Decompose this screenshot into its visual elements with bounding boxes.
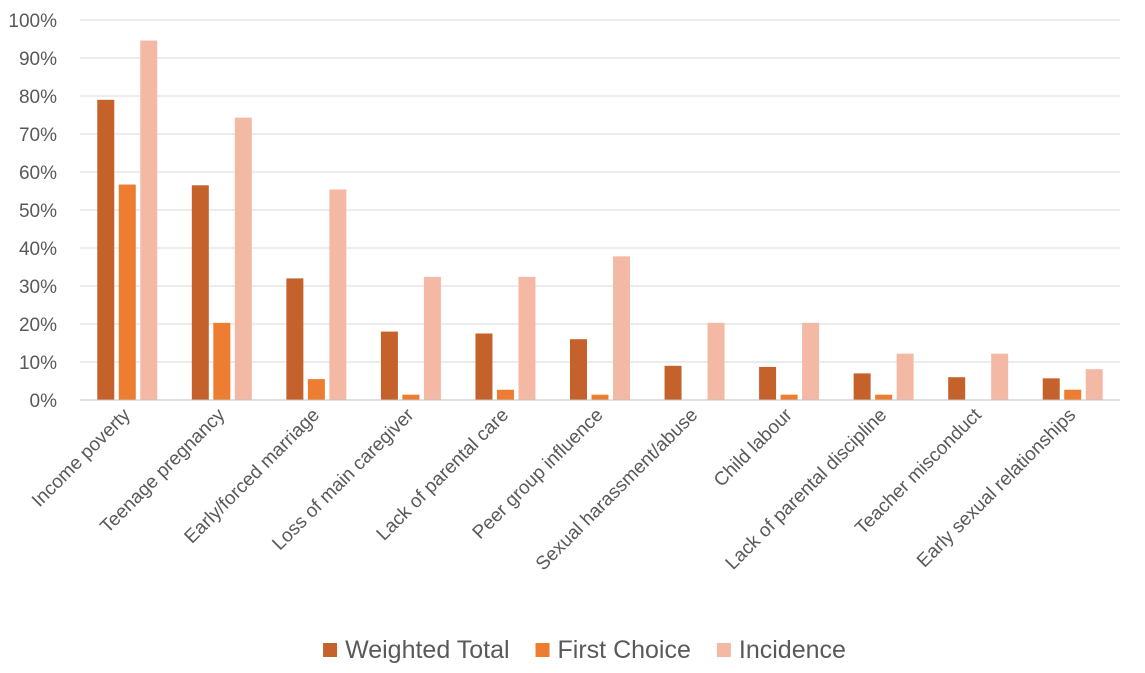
bar-weighted-total	[853, 373, 871, 400]
bar-incidence	[518, 276, 536, 400]
x-category-label: Early sexual relationships	[913, 405, 1080, 572]
y-tick-label: 90%	[19, 49, 57, 70]
bar-incidence	[140, 40, 158, 401]
bars	[97, 40, 1103, 401]
bar-first-choice	[213, 322, 231, 400]
legend-swatch	[535, 643, 550, 657]
bar-weighted-total	[97, 99, 115, 401]
bar-weighted-total	[948, 377, 966, 400]
bar-weighted-total	[570, 339, 587, 400]
y-tick-label: 100%	[8, 11, 57, 32]
x-category-label: Lack of parental discipline	[722, 405, 891, 574]
bar-first-choice	[402, 394, 420, 400]
bar-first-choice	[780, 394, 798, 400]
bar-incidence	[707, 322, 725, 400]
legend-item: First Choice	[535, 636, 691, 664]
bar-first-choice	[1064, 389, 1082, 400]
bar-weighted-total	[759, 366, 777, 400]
bar-weighted-total	[191, 185, 209, 400]
bar-weighted-total	[380, 331, 398, 400]
bar-incidence	[613, 256, 630, 400]
y-tick-label: 80%	[19, 87, 57, 108]
bar-first-choice	[591, 394, 609, 400]
legend-label: First Choice	[558, 636, 691, 664]
bar-weighted-total	[1042, 378, 1060, 400]
bar-incidence	[329, 189, 347, 400]
bar-incidence	[234, 117, 252, 400]
bar-incidence	[1085, 369, 1103, 400]
y-axis-tick-labels: 0% 10% 20% 30% 40% 50% 60% 70% 80% 90% 100%	[8, 11, 57, 412]
bar-incidence	[896, 353, 914, 400]
legend-swatch	[323, 643, 338, 657]
y-tick-label: 10%	[19, 353, 57, 374]
legend: Weighted Total First Choice Incidence	[323, 636, 846, 664]
legend-item: Incidence	[716, 636, 846, 664]
y-tick-label: 30%	[19, 277, 57, 298]
y-tick-label: 20%	[19, 315, 57, 336]
bar-first-choice	[875, 394, 893, 400]
x-category-label: Child labour	[710, 404, 797, 491]
gridlines	[80, 19, 1120, 363]
y-tick-label: 50%	[19, 201, 57, 222]
legend-item: Weighted Total	[323, 636, 510, 664]
x-category-label: Income poverty	[28, 404, 135, 511]
bar-first-choice	[496, 389, 514, 400]
bar-first-choice	[118, 184, 136, 400]
legend-label: Weighted Total	[345, 636, 509, 664]
bar-weighted-total	[664, 365, 682, 400]
legend-swatch	[716, 643, 731, 657]
bar-incidence	[802, 322, 820, 400]
y-tick-label: 70%	[19, 125, 57, 146]
x-category-label: Sexual harassment/abuse	[532, 405, 702, 575]
bar-weighted-total	[286, 278, 304, 400]
bar-incidence	[423, 276, 441, 400]
y-tick-label: 40%	[19, 239, 57, 260]
legend-label: Incidence	[739, 636, 846, 664]
y-tick-label: 0%	[30, 391, 58, 412]
bar-first-choice	[307, 379, 325, 400]
bar-incidence	[991, 353, 1009, 400]
y-tick-label: 60%	[19, 163, 57, 184]
bar-weighted-total	[475, 333, 493, 400]
